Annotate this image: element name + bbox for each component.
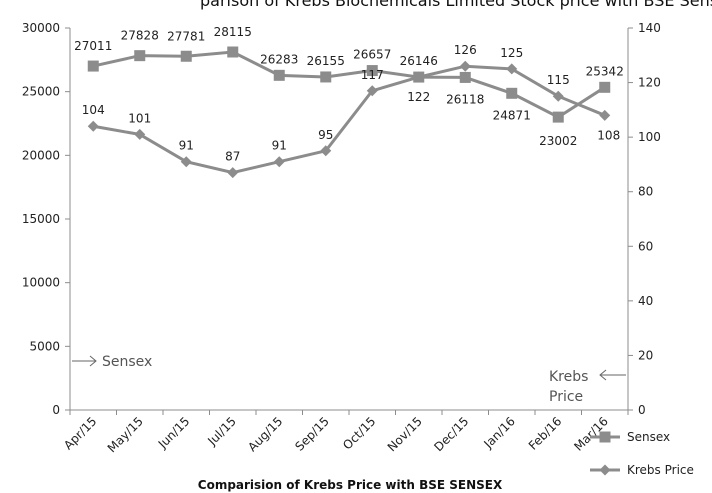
sensex-point <box>273 69 285 81</box>
krebs-annotation-line1: Krebs <box>549 369 588 385</box>
sensex-data-label: 26283 <box>260 52 298 66</box>
krebs-price-point <box>273 156 285 168</box>
krebs-price-data-label: 104 <box>82 103 105 117</box>
left-y-tick-label: 25000 <box>22 85 60 99</box>
krebs-price-point <box>227 167 239 179</box>
sensex-data-label: 27781 <box>167 29 205 43</box>
krebs-price-data-label: 126 <box>454 43 477 57</box>
x-tick-label: Oct/15 <box>340 414 378 452</box>
right-y-tick-label: 60 <box>638 239 653 253</box>
x-tick-label: Jan/16 <box>481 414 518 451</box>
sensex-point <box>599 81 611 93</box>
x-tick-label: May/15 <box>105 414 146 455</box>
legend-sensex-marker <box>599 431 611 443</box>
left-y-tick-label: 30000 <box>22 21 60 35</box>
left-y-tick-label: 5000 <box>29 339 60 353</box>
krebs-price-point <box>134 128 146 140</box>
sensex-point <box>506 87 518 99</box>
krebs-arrowhead-icon <box>599 369 607 381</box>
sensex-point <box>227 46 239 58</box>
x-tick-label: Feb/16 <box>526 414 565 453</box>
sensex-data-label: 27011 <box>74 39 112 53</box>
right-y-tick-label: 140 <box>638 21 661 35</box>
chart-title-fragment: parison of Krebs Biochemicals Limited St… <box>200 0 712 10</box>
krebs-price-data-label: 95 <box>318 128 333 142</box>
sensex-data-label: 28115 <box>214 25 252 39</box>
krebs-price-line <box>92 64 606 175</box>
right-y-tick-label: 0 <box>638 403 646 417</box>
sensex-point <box>366 65 378 77</box>
krebs-annotation-line2: Price <box>549 389 583 405</box>
sensex-arrowhead-icon <box>89 355 97 367</box>
sensex-data-label: 26118 <box>446 92 484 106</box>
krebs-price-data-label: 125 <box>500 46 523 60</box>
sensex-data-label: 27828 <box>121 29 159 43</box>
annotations: Sensex Krebs Price <box>72 354 626 405</box>
sensex-annotation: Sensex <box>102 354 152 370</box>
sensex-point <box>459 71 471 83</box>
left-y-tick-label: 10000 <box>22 276 60 290</box>
krebs-price-point <box>552 90 564 102</box>
krebs-price-point <box>366 85 378 97</box>
sensex-line <box>92 50 606 119</box>
x-tick-label: Aug/15 <box>245 414 285 454</box>
right-y-tick-label: 40 <box>638 294 653 308</box>
data-labels: 104 101 91 87 91 95 117 122 126 125 115 108 27011 278… <box>74 25 624 164</box>
sensex-point <box>413 71 425 83</box>
legend-krebs-marker <box>599 464 611 476</box>
x-tick-label: Jun/15 <box>155 414 193 452</box>
sensex-point <box>320 71 332 83</box>
krebs-price-data-label: 115 <box>547 73 570 87</box>
left-y-tick-label: 0 <box>52 403 60 417</box>
krebs-price-data-label: 117 <box>361 68 384 82</box>
krebs-price-point <box>180 156 192 168</box>
krebs-price-point <box>320 145 332 157</box>
left-y-tick-label: 15000 <box>22 212 60 226</box>
right-y-tick-label: 100 <box>638 130 661 144</box>
sensex-point <box>552 111 564 123</box>
left-y-tick-label: 20000 <box>22 148 60 162</box>
right-y-tick-label: 120 <box>638 76 661 90</box>
sensex-data-label: 26155 <box>307 54 345 68</box>
sensex-point <box>180 50 192 62</box>
legend-sensex-label: Sensex <box>627 430 670 444</box>
right-y-tick-label: 80 <box>638 185 653 199</box>
krebs-price-data-label: 91 <box>272 139 287 153</box>
krebs-price-point <box>87 120 99 132</box>
x-tick-label: Dec/15 <box>431 414 471 454</box>
krebs-price-data-label: 91 <box>179 139 194 153</box>
sensex-point <box>134 50 146 62</box>
krebs-price-data-label: 87 <box>225 150 240 164</box>
legend-krebs-label: Krebs Price <box>627 463 694 477</box>
legend: Sensex Krebs Price <box>590 430 694 477</box>
sensex-data-label: 25342 <box>586 64 624 78</box>
krebs-price-point <box>459 60 471 72</box>
krebs-price-data-label: 122 <box>407 90 430 104</box>
krebs-price-data-label: 101 <box>128 111 151 125</box>
x-tick-label: Apr/15 <box>61 414 99 452</box>
sensex-data-label: 24871 <box>493 108 531 122</box>
right-y-tick-label: 20 <box>638 348 653 362</box>
krebs-price-point <box>506 63 518 75</box>
x-tick-label: Nov/15 <box>385 414 425 454</box>
x-tick-label: Sep/15 <box>292 414 332 454</box>
sensex-data-label: 26146 <box>400 54 438 68</box>
krebs-price-data-label: 108 <box>597 128 620 142</box>
krebs-price-point <box>599 109 611 121</box>
x-tick-label: Jul/15 <box>204 414 239 449</box>
sensex-data-label: 26657 <box>353 48 391 62</box>
sensex-data-label: 23002 <box>539 134 577 148</box>
sensex-point <box>87 60 99 72</box>
series-group <box>87 46 611 179</box>
chart-caption: Comparision of Krebs Price with BSE SENS… <box>198 478 503 492</box>
